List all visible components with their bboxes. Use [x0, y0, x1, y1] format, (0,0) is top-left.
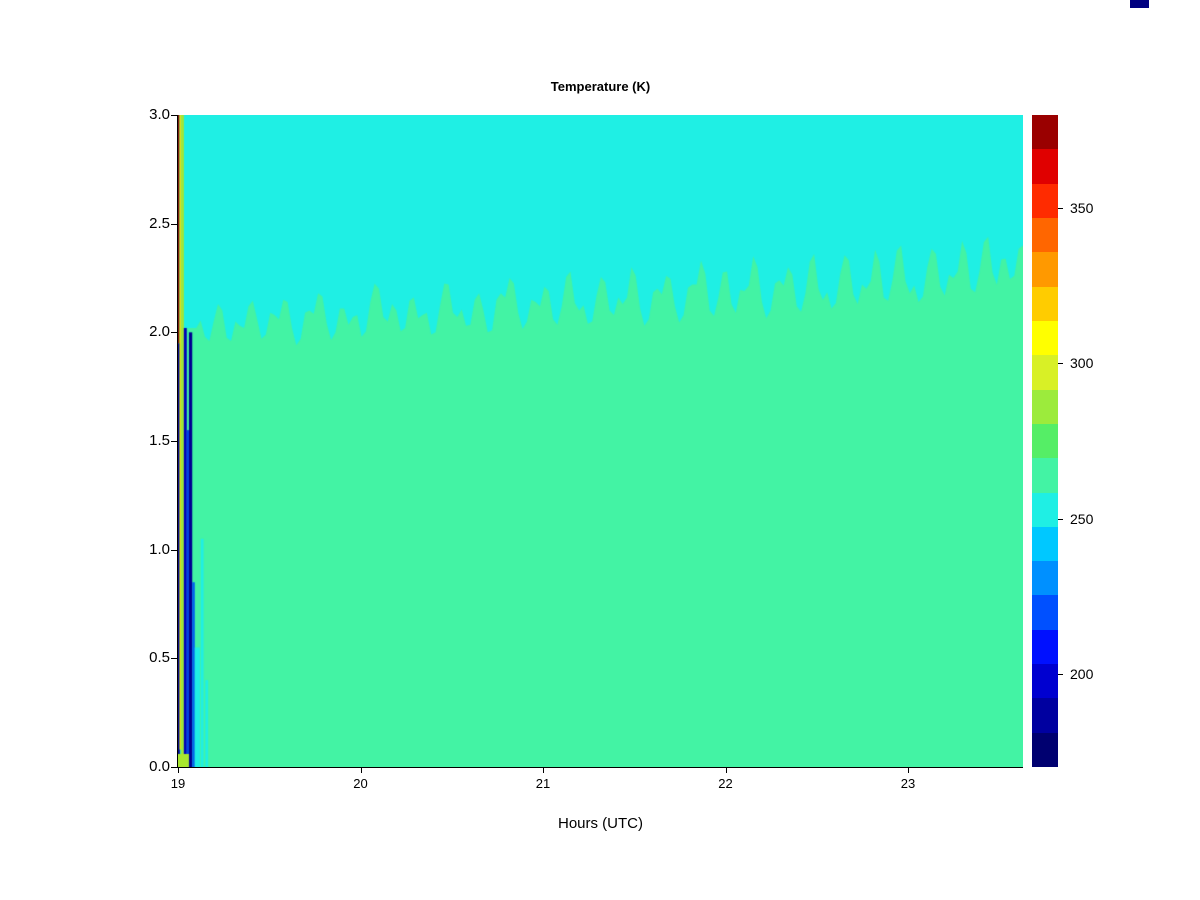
x-tick-label: 19 [170, 776, 186, 791]
colorbar-band [1032, 732, 1058, 767]
colorbar-tick-mark [1058, 518, 1063, 520]
x-tick-mark [178, 767, 179, 773]
colorbar-band [1032, 458, 1058, 493]
y-tick-mark [171, 441, 177, 442]
colorbar-band [1032, 355, 1058, 390]
y-tick-mark [171, 549, 177, 551]
colorbar-band [1032, 561, 1058, 596]
x-tick-mark [543, 767, 544, 773]
colorbar-band [1032, 629, 1058, 665]
y-tick-mark [171, 767, 177, 768]
plot-area [178, 115, 1023, 767]
colorbar-band [1032, 423, 1058, 459]
y-tick-label: 1.5 [149, 432, 170, 449]
y-tick-label: 2.0 [149, 323, 170, 341]
colorbar-tick-label: 250 [1070, 510, 1094, 527]
colorbar [1032, 115, 1058, 767]
x-tick-label: 23 [900, 776, 916, 791]
colorbar-band [1032, 389, 1058, 424]
colorbar-band [1032, 286, 1058, 321]
x-tick-mark [725, 767, 727, 773]
x-tick-label: 20 [353, 776, 368, 791]
x-tick-mark [908, 767, 910, 773]
colorbar-tick-label: 300 [1070, 355, 1094, 372]
x-tick-label: 21 [535, 776, 551, 791]
colorbar-band [1032, 115, 1058, 150]
y-tick-label: 1.0 [149, 540, 170, 558]
colorbar-tick-label: 350 [1070, 200, 1094, 217]
contour-field-canvas [178, 115, 1023, 767]
colorbar-band [1032, 183, 1058, 218]
y-tick-label: 3.0 [149, 106, 170, 123]
colorbar-tick-mark [1058, 208, 1063, 210]
y-tick-mark [171, 115, 177, 116]
colorbar-band [1032, 218, 1058, 253]
colorbar-band [1032, 698, 1058, 733]
colorbar-band [1032, 252, 1058, 287]
x-tick-label: 22 [718, 776, 733, 791]
y-tick-label: 0.5 [149, 649, 170, 667]
colorbar-tick-mark [1058, 363, 1063, 365]
colorbar-band [1032, 526, 1058, 562]
y-tick-mark [171, 658, 177, 660]
colorbar-band [1032, 595, 1058, 630]
x-tick-mark [360, 767, 362, 773]
colorbar-tick-mark [1058, 673, 1063, 675]
y-tick-label: 0.0 [149, 758, 170, 775]
y-tick-label: 2.5 [149, 214, 170, 232]
y-tick-mark [171, 223, 177, 225]
colorbar-band [1032, 320, 1058, 356]
colorbar-band [1032, 492, 1058, 527]
y-tick-mark [171, 332, 177, 334]
y-axis-line [177, 115, 178, 768]
colorbar-tick-label: 200 [1070, 665, 1094, 682]
corner-artifact [1130, 0, 1149, 8]
x-axis-line [177, 767, 1023, 768]
x-axis-label: Hours (UTC) [558, 815, 643, 832]
plot-title: Temperature (K) [550, 79, 651, 94]
colorbar-band [1032, 664, 1058, 699]
colorbar-band [1032, 149, 1058, 184]
